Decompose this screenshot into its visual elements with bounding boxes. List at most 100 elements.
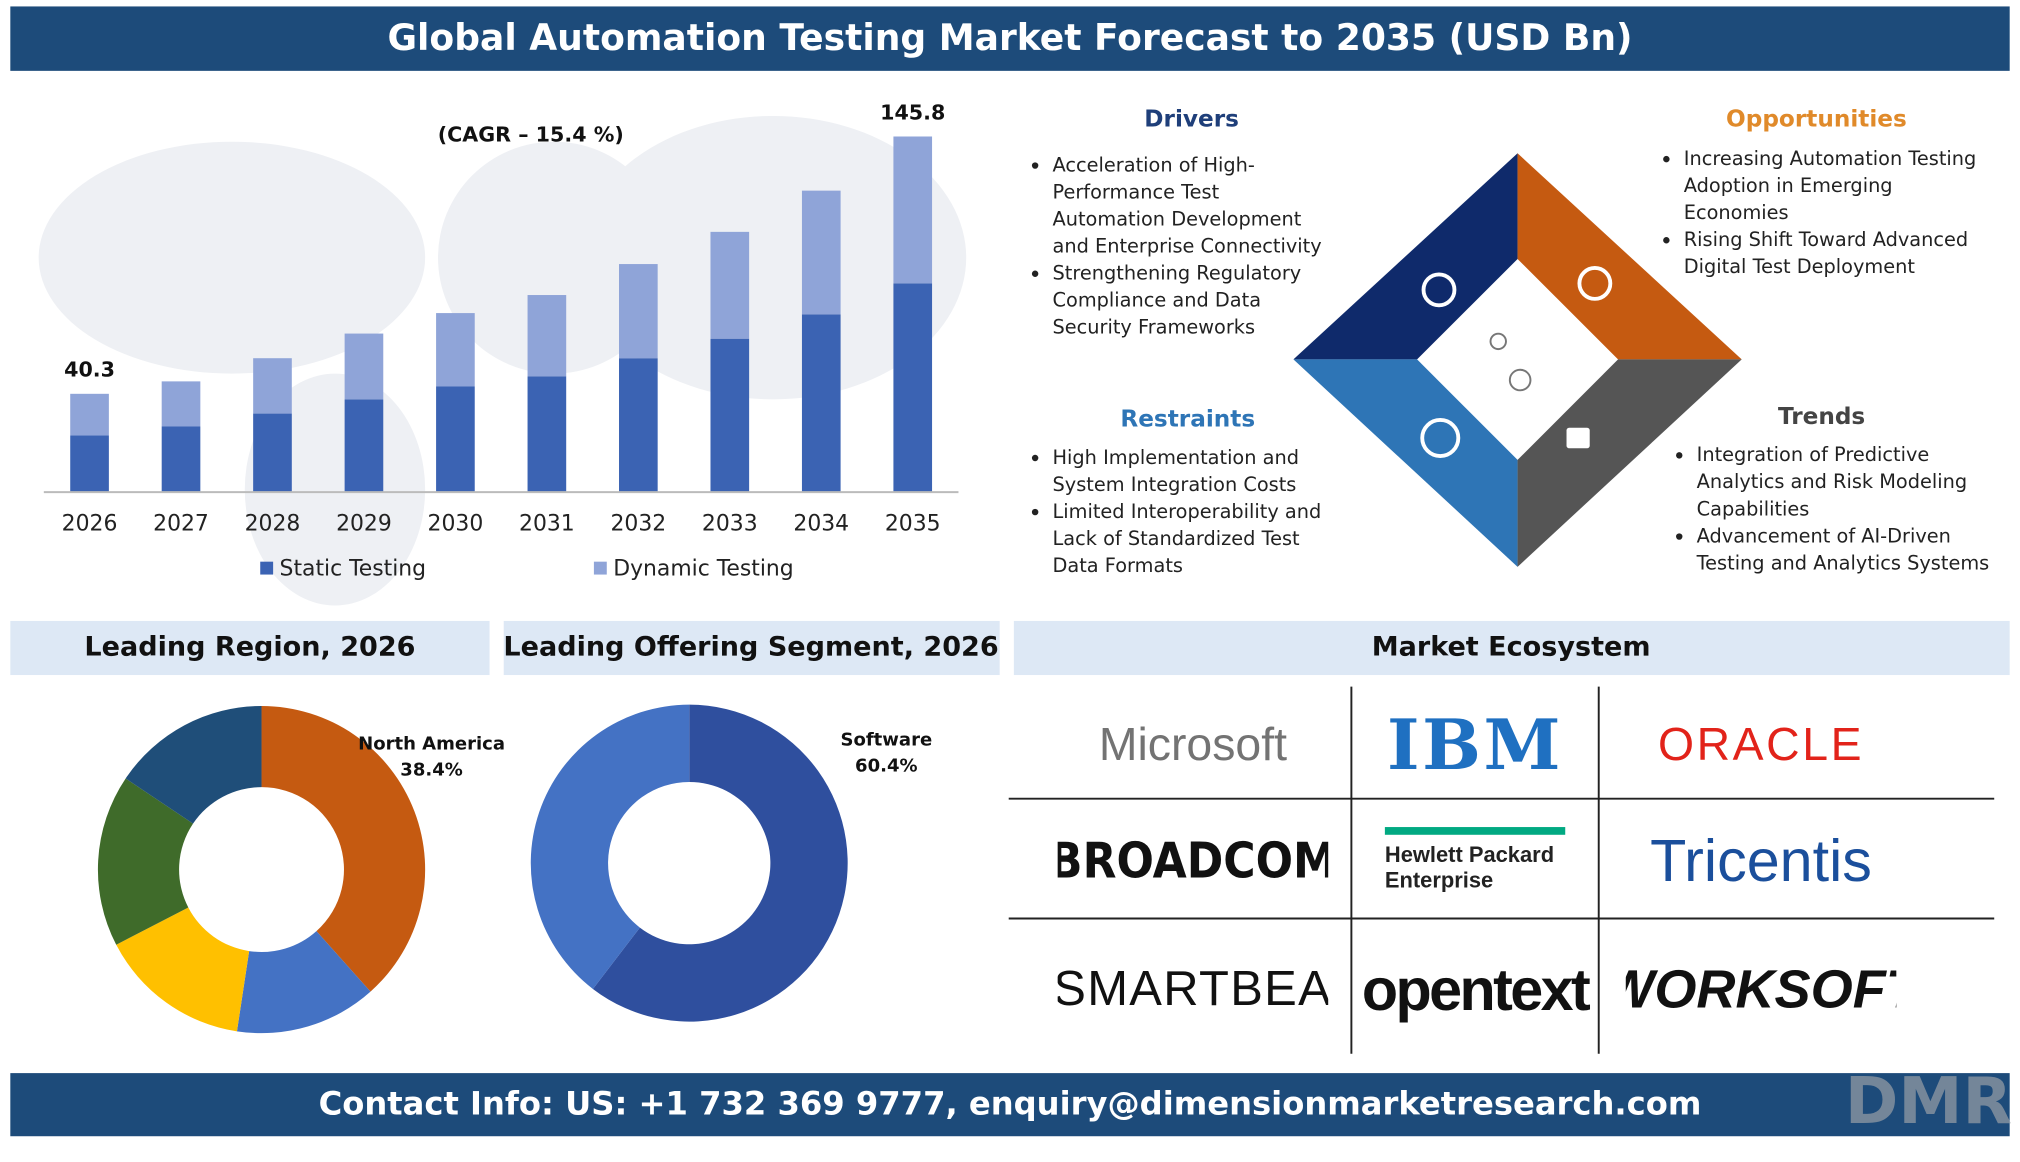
company-logo: WORKSOFT xyxy=(1626,935,1897,1043)
company-logo: BROADCOM xyxy=(1058,806,1329,914)
bullet-item: Increasing Automation Testing Adoption i… xyxy=(1684,146,1991,227)
donut-slice xyxy=(97,778,194,945)
quadrant-list: High Implementation and System Integrati… xyxy=(1024,444,1333,637)
bar-segment xyxy=(253,358,292,414)
slice-category: North America xyxy=(358,734,505,755)
footer-bar xyxy=(10,1073,2010,1137)
logo-box: Microsoft xyxy=(1058,691,1329,799)
slice-value-label: 38.4% xyxy=(400,759,463,780)
legend-swatch xyxy=(260,561,274,575)
slice-value-label: 60.4% xyxy=(855,756,918,777)
logo-box: ORACLE xyxy=(1626,691,1897,799)
bar-segment xyxy=(253,413,292,493)
company-name: Tricentis xyxy=(1650,827,1872,895)
bullet-item: Acceleration of High-Performance Test Au… xyxy=(1053,152,1327,260)
header-band xyxy=(10,620,490,676)
bar-segment xyxy=(70,393,109,436)
title-bar xyxy=(10,6,2010,71)
x-tick-label: 2035 xyxy=(885,511,941,536)
x-tick-label: 2031 xyxy=(519,511,575,536)
total-label: 145.8 xyxy=(880,100,945,124)
bar-segment xyxy=(801,314,841,493)
bar-segment xyxy=(344,333,384,400)
quadrant-title: Drivers xyxy=(1144,105,1239,132)
bar-segment xyxy=(801,190,841,315)
bullet-item: High Implementation and System Integrati… xyxy=(1053,444,1334,498)
donut-slice xyxy=(116,907,250,1032)
company-logo: Hewlett Packard Enterprise xyxy=(1340,806,1611,914)
donut-slice xyxy=(261,705,426,992)
slice-category: Software xyxy=(840,730,932,751)
bar-segment xyxy=(161,381,201,427)
x-tick-label: 2028 xyxy=(245,511,301,536)
footer: Contact Info: US: +1 732 369 9777, enqui… xyxy=(319,1084,1702,1122)
donut-slice xyxy=(236,931,371,1034)
section-title: Leading Region, 2026 xyxy=(84,631,415,662)
bar-segment xyxy=(710,231,750,339)
logo-box: BROADCOM xyxy=(1058,806,1329,914)
header-band xyxy=(1013,620,2010,676)
bullet-item: Advancement of AI-Driven Testing and Ana… xyxy=(1697,523,1991,577)
quadrant-list: Increasing Automation Testing Adoption i… xyxy=(1655,146,1990,339)
quadrant-list: Acceleration of High-Performance Test Au… xyxy=(1024,152,1327,345)
logo-box: Tricentis xyxy=(1626,806,1897,914)
quadrant-list: Integration of Predictive Analytics and … xyxy=(1668,442,1990,635)
x-tick-label: 2026 xyxy=(62,511,118,536)
bullet-item: Limited Interoperability and Lack of Sta… xyxy=(1053,499,1334,580)
legend-label: Static Testing xyxy=(280,556,427,581)
company-logo: IBM xyxy=(1340,691,1611,799)
x-tick-label: 2030 xyxy=(428,511,484,536)
company-name: BROADCOM xyxy=(1057,832,1329,889)
chart-subtitle: (CAGR – 15.4 %) xyxy=(438,122,624,146)
company-name: Microsoft xyxy=(1098,717,1287,771)
donut-slice xyxy=(530,704,690,989)
logo-box: Hewlett Packard Enterprise xyxy=(1340,806,1611,914)
bar-segment xyxy=(527,376,567,493)
total-label: 40.3 xyxy=(64,358,115,382)
bar-segment xyxy=(344,399,384,493)
bar-segment xyxy=(436,313,475,387)
donut-slice xyxy=(592,704,848,1022)
quadrant-title: Restraints xyxy=(1120,405,1255,432)
bullet-item: Rising Shift Toward Advanced Digital Tes… xyxy=(1684,227,1991,281)
bullet-item: Strengthening Regulatory Compliance and … xyxy=(1053,260,1327,341)
legend-swatch xyxy=(593,561,607,575)
company-logo: ORACLE xyxy=(1626,691,1897,799)
section-title: Leading Offering Segment, 2026 xyxy=(503,631,998,662)
bar-segment xyxy=(893,283,933,493)
bar-segment xyxy=(619,264,658,359)
x-tick-label: 2034 xyxy=(793,511,849,536)
bullet-item: Integration of Predictive Analytics and … xyxy=(1697,442,1991,523)
bar-segment xyxy=(161,426,201,493)
quadrant-title: Trends xyxy=(1778,403,1865,430)
page-title: Global Automation Testing Market Forecas… xyxy=(387,17,1632,59)
header-band xyxy=(503,620,1000,676)
company-name: opentext xyxy=(1361,955,1591,1023)
bullet-list: Increasing Automation Testing Adoption i… xyxy=(1655,146,1990,281)
company-name: WORKSOFT xyxy=(1626,958,1897,1020)
logo-box: IBM xyxy=(1340,691,1611,799)
bar-segment xyxy=(710,338,750,493)
quadrant-title: Opportunities xyxy=(1726,105,1907,132)
bullet-list: Acceleration of High-Performance Test Au… xyxy=(1024,152,1327,341)
legend-label: Dynamic Testing xyxy=(613,556,793,581)
bullet-list: High Implementation and System Integrati… xyxy=(1024,444,1333,579)
company-name: SMARTBEAR xyxy=(1058,962,1329,1017)
x-tick-label: 2027 xyxy=(153,511,209,536)
donut-slice xyxy=(125,705,262,824)
bar-segment xyxy=(436,386,475,493)
company-name: IBM xyxy=(1387,703,1564,786)
bar-segment xyxy=(893,136,933,284)
company-logo: Tricentis xyxy=(1626,806,1897,914)
company-logo: SMARTBEAR xyxy=(1058,935,1329,1043)
company-logo: opentext xyxy=(1361,955,1591,1023)
logo-box: WORKSOFT xyxy=(1626,935,1897,1043)
company-logo: Microsoft xyxy=(1058,691,1329,799)
x-tick-label: 2029 xyxy=(336,511,392,536)
section-title: Market Ecosystem xyxy=(1372,631,1651,662)
bar-segment xyxy=(619,358,658,493)
bullet-list: Integration of Predictive Analytics and … xyxy=(1668,442,1990,577)
company-name: ORACLE xyxy=(1657,717,1865,771)
logo-box: SMARTBEAR xyxy=(1058,935,1329,1043)
